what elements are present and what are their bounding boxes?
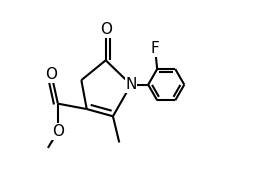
Text: O: O (100, 22, 112, 37)
Text: F: F (151, 41, 159, 56)
Text: O: O (46, 67, 58, 82)
Text: O: O (52, 124, 64, 139)
Text: N: N (125, 77, 137, 92)
